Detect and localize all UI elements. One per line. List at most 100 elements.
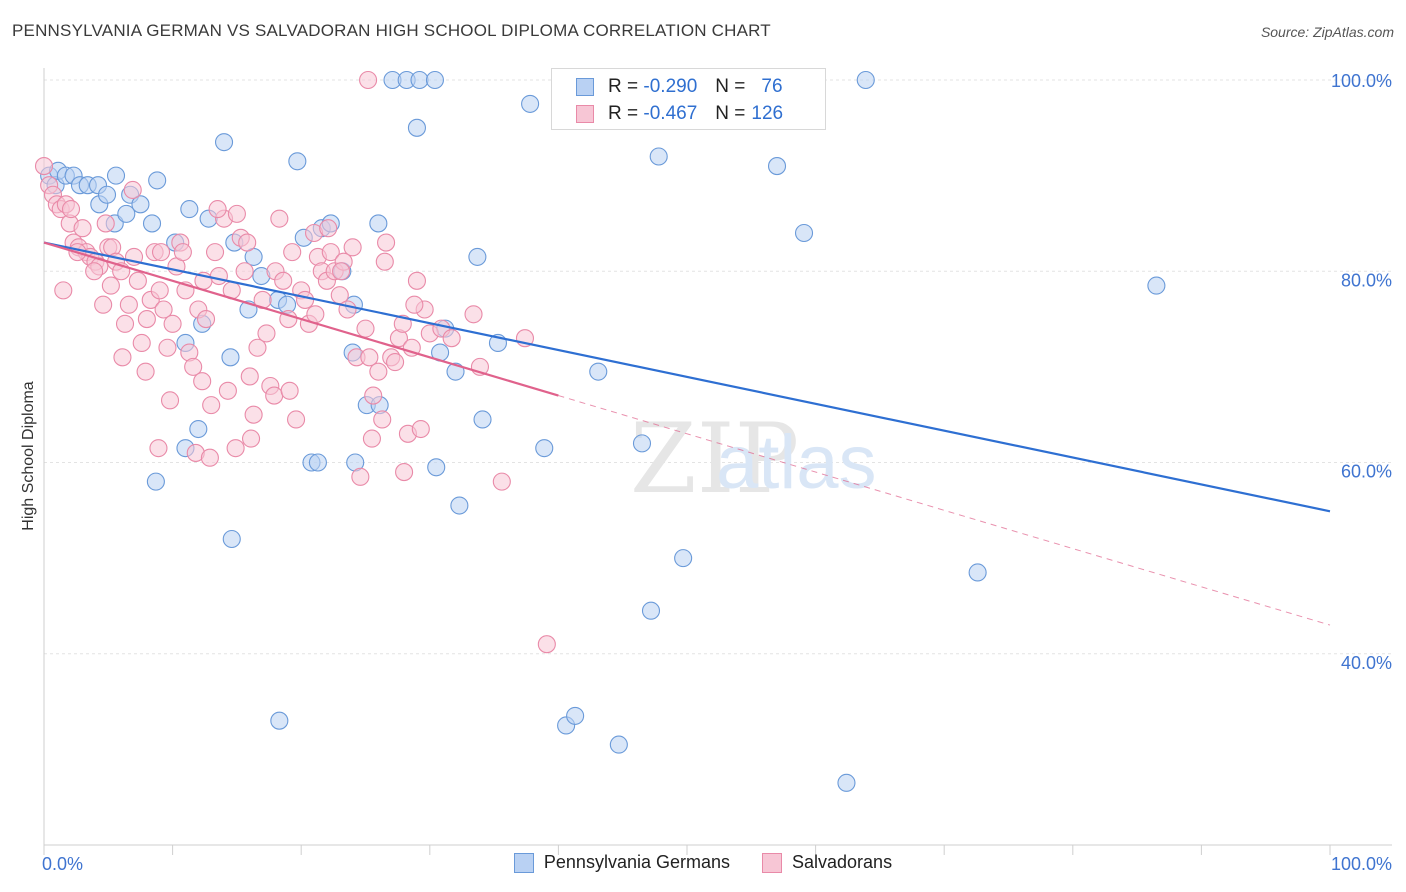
salvadoran-point [136,362,155,381]
pennsylvania-german-point [794,223,814,243]
salvadoran-point [119,295,138,314]
pennsylvania-german-point [450,496,469,515]
salvadoran-point [393,314,412,333]
salvadoran-point [61,200,81,219]
salvadoran-point [411,419,430,439]
salvadoran-point [128,271,147,290]
pennsylvania-german-point [674,549,693,568]
pennsylvania-german-point [473,410,492,429]
watermark: ZIP atlas [630,403,877,515]
legend-row-pennsylvania-germans: R = -0.290 N = 76 [576,75,783,99]
pennsylvania-german-point [632,434,652,453]
salvadoran-point [54,281,73,300]
salvadoran-point [34,157,54,176]
salvadoran-point [402,338,421,357]
salvadoran-point [73,219,92,238]
pennsylvania-german-point [535,439,554,458]
salvadoran-point [227,204,246,223]
pennsylvania-german-point [407,118,426,137]
salvadoran-point [270,209,289,228]
salvadoran-point [200,448,219,467]
pennsylvania-german-point [270,711,289,730]
salvadoran-point [132,333,151,353]
salvadoran-point [351,467,370,486]
salvadoran-point [85,262,104,281]
pennsylvania-german-point [97,185,117,204]
salvadoran-point [360,348,379,367]
salvadoran-point [94,295,113,314]
pennsylvania-german-point [837,773,856,792]
salvadoran-point [202,396,221,415]
legend-row-salvadorans: R = -0.467 N = 126 [576,102,783,126]
salvadoran-point [218,381,237,400]
salvadoran-point [193,372,212,391]
r-label: R = [608,76,639,97]
salvadoran-point [238,233,257,252]
salvadoran-point [395,463,414,482]
n-label: N = [715,76,746,97]
salvadoran-point [442,329,461,348]
pennsylvania-german-point [521,94,540,113]
y-axis-title: High School Diploma [20,381,37,531]
salvadoran-point [265,386,284,405]
y-tick-label: 40.0% [1341,653,1392,673]
salvadorans-trend-extension [558,395,1331,626]
x-tick-label: 100.0% [1331,854,1392,874]
salvadoran-point [137,310,156,329]
pennsylvania-german-point [189,419,208,439]
salvadoran-point [123,180,142,200]
salvadoran-point [160,391,180,410]
salvadoran-point [296,290,315,309]
pink-swatch-icon [576,105,594,123]
salvadoran-point [240,367,259,386]
pennsylvania-germans-trend-line [43,241,1331,513]
pennsylvania-german-point [566,706,585,725]
r-label: R = [608,103,639,124]
salvadorans-trend-line [43,241,559,397]
salvadoran-point [287,410,306,429]
series-pennsylvania-germans-points [40,70,1166,792]
salvadoran-point [407,271,426,290]
salvadoran-point [319,219,338,238]
watermark-atlas: atlas [716,420,877,505]
salvadoran-point [362,429,381,448]
pennsylvania-german-point [117,204,136,223]
tick-labels: 40.0% 60.0% 80.0% 100.0% 0.0% 100.0% [42,71,1392,874]
salvadoran-point [173,243,192,262]
salvadoran-point [208,200,227,219]
salvadoran-point [377,233,396,252]
axes [43,68,1392,855]
pennsylvania-german-point [308,453,327,472]
pennsylvania-german-point [148,171,167,190]
pennsylvania-german-point [767,157,787,176]
salvadoran-point [101,276,120,295]
salvadoran-point [359,70,378,90]
pennsylvania-german-point [589,362,608,381]
n-value: 126 [751,103,784,124]
pennsylvania-german-point [180,200,199,219]
legend-label: Pennsylvania Germans [543,852,730,872]
grid-lines [44,79,1392,655]
blue-swatch-icon [576,78,594,96]
legend-label: Salvadorans [792,852,893,872]
pennsylvania-german-point [410,70,429,90]
salvadoran-point [226,439,245,458]
r-value: -0.467 [643,103,698,124]
salvadoran-point [151,243,171,262]
salvadoran-point [338,300,357,319]
salvadoran-point [464,305,483,324]
pennsylvania-german-point [214,133,234,152]
pennsylvania-german-point [427,458,446,477]
chart-title: PENNSYLVANIA GERMAN VS SALVADORAN HIGH S… [12,21,771,40]
pennsylvania-german-point [609,735,628,754]
pennsylvania-german-point [369,214,388,233]
series-legend: Pennsylvania Germans Salvadorans [0,852,1406,873]
pennsylvania-german-point [856,70,875,90]
pennsylvania-german-point [425,70,444,90]
salvadoran-point [163,314,182,333]
salvadoran-point [209,266,228,286]
salvadoran-point [405,295,424,314]
pennsylvania-german-point [649,147,668,166]
pennsylvania-german-point [146,472,165,491]
